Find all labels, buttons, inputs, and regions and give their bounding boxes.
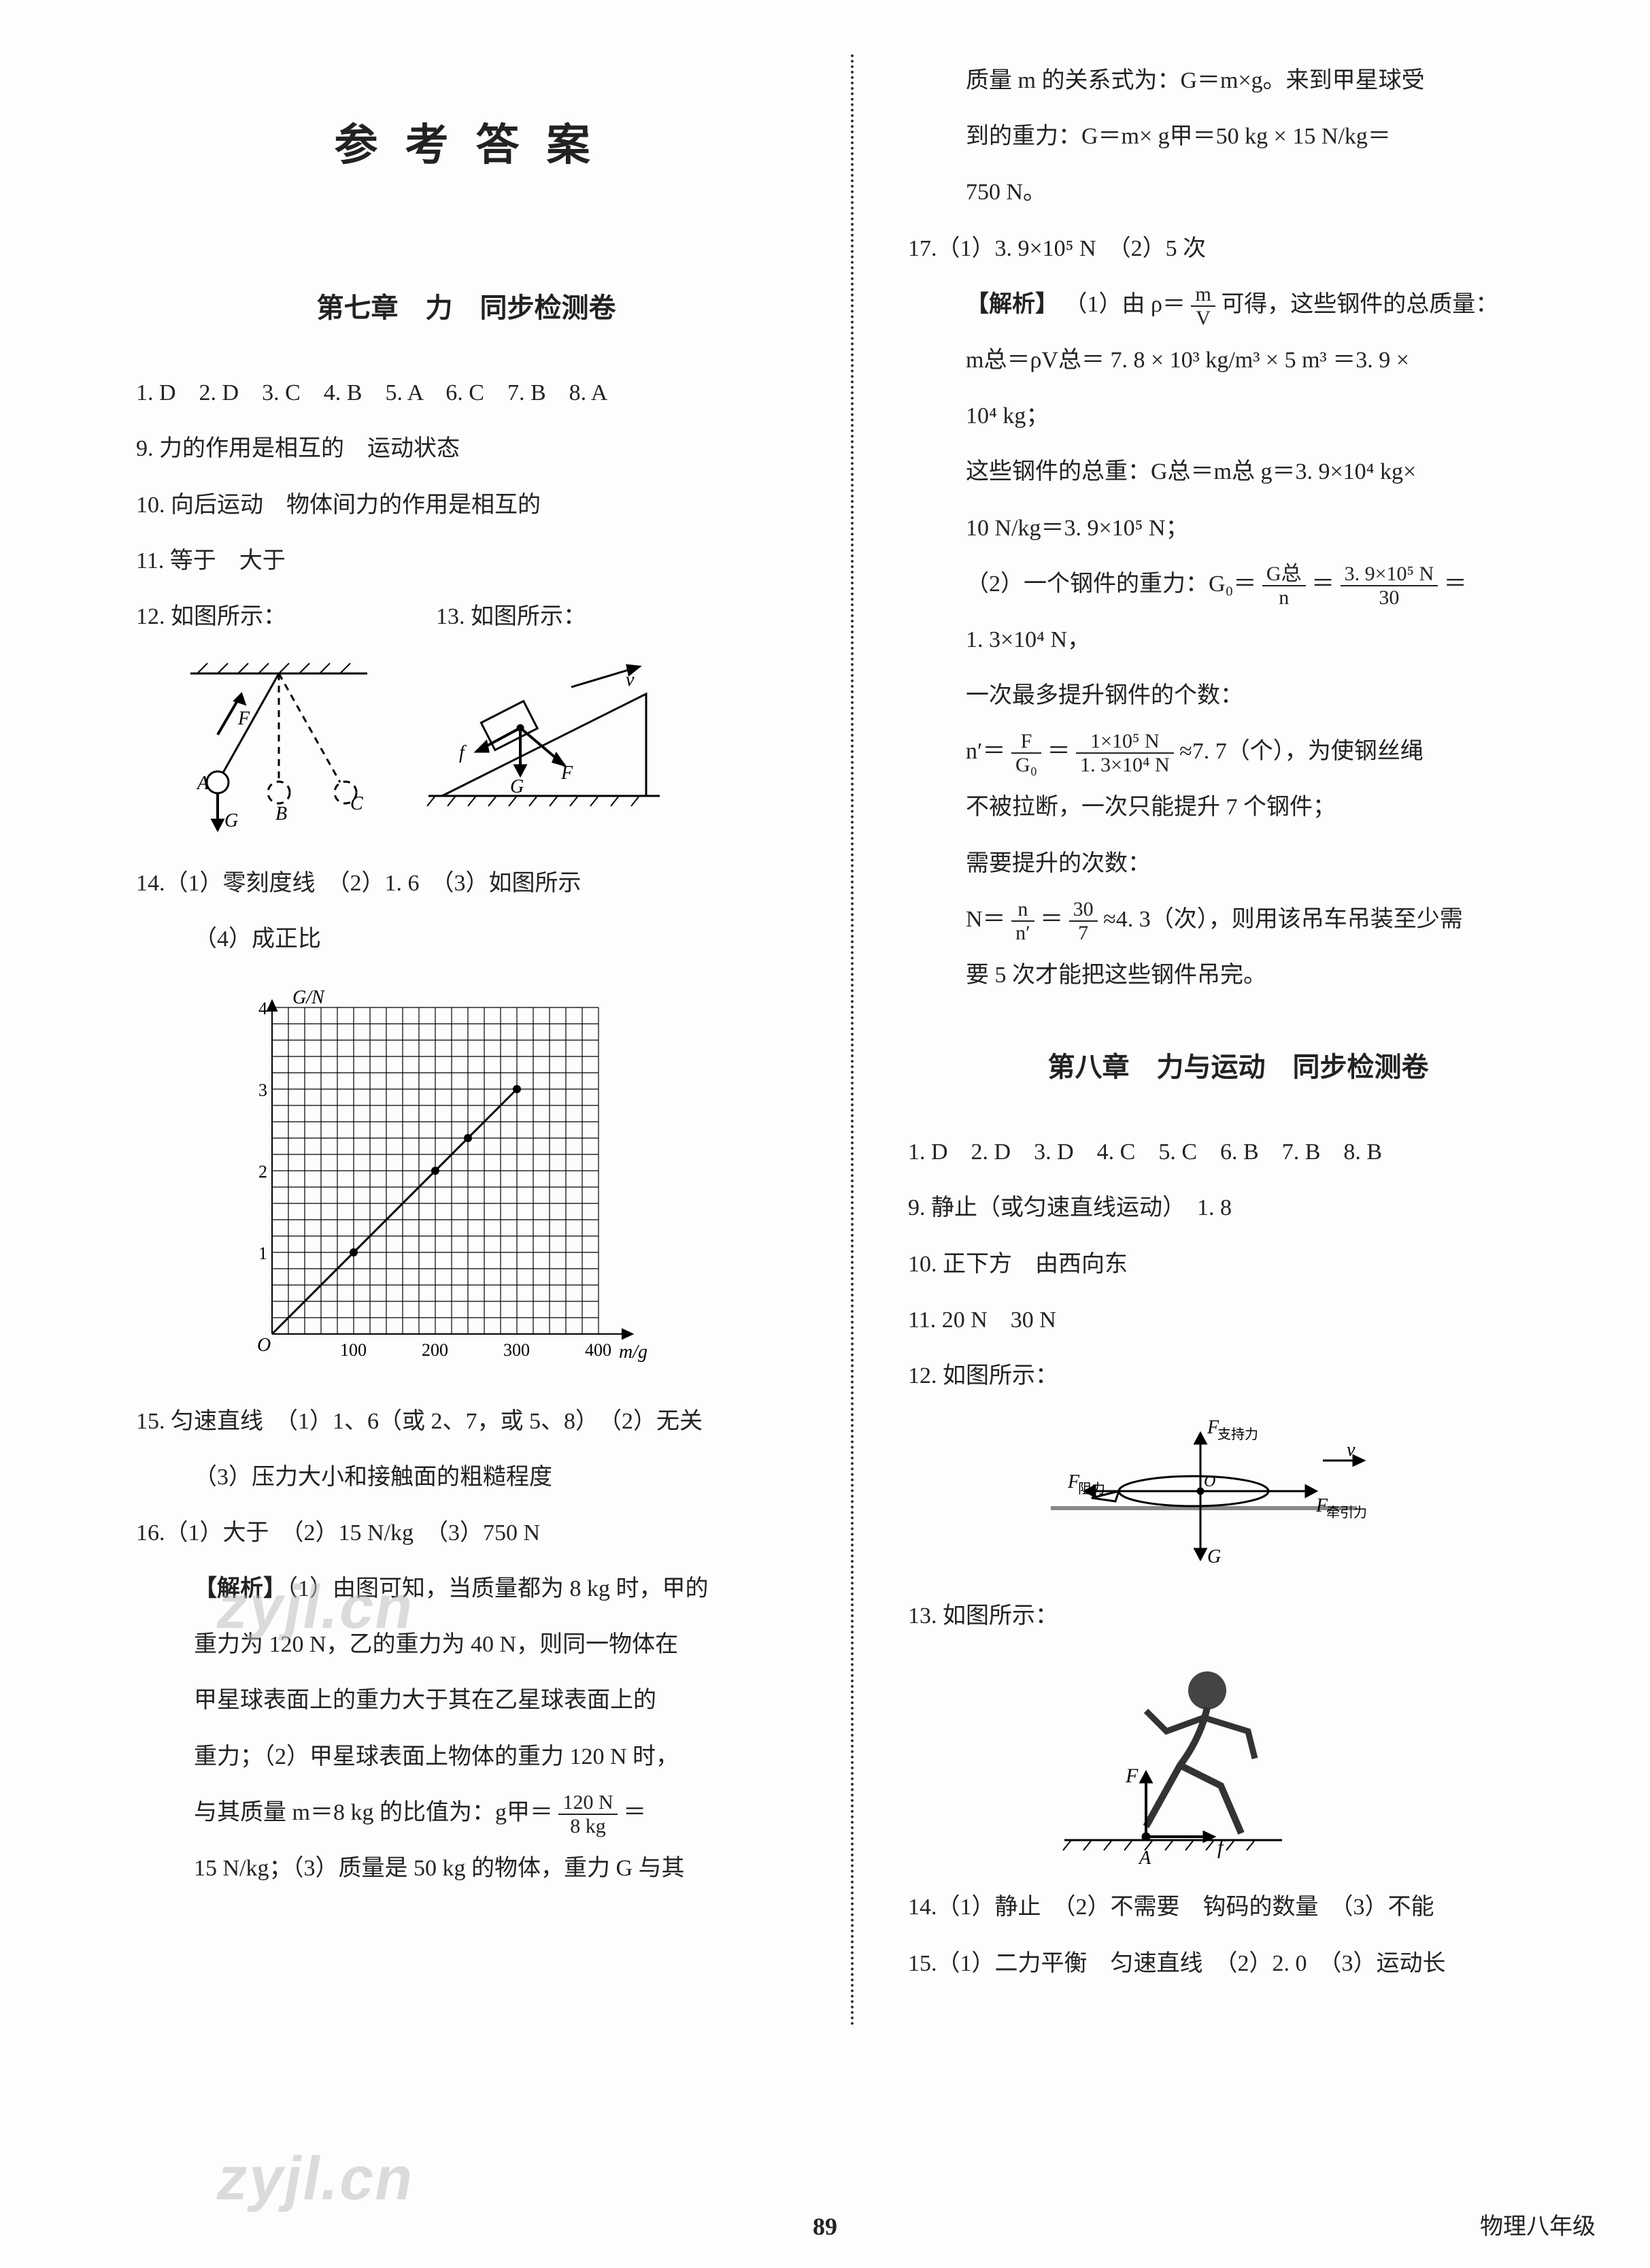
q17-an8: 不被拉断，一次只能提升 7 个钢件； bbox=[908, 781, 1568, 834]
svg-text:200: 200 bbox=[422, 1340, 448, 1360]
q17: 17.（1）3. 9×10⁵ N （2）5 次 bbox=[908, 222, 1568, 276]
figure-ch8-12: O F支持力 F阻力 F牵引力 G v bbox=[1024, 1413, 1568, 1576]
svg-text:F: F bbox=[560, 763, 573, 784]
ch8-q9: 9. 静止（或匀速直线运动） 1. 8 bbox=[908, 1182, 1568, 1235]
q15b: （3）压力大小和接触面的粗糙程度 bbox=[136, 1451, 796, 1504]
svg-text:100: 100 bbox=[340, 1340, 367, 1360]
column-divider bbox=[851, 54, 854, 2027]
r16-1: 质量 m 的关系式为：G＝m×g。来到甲星球受 bbox=[908, 54, 1568, 107]
q12-label: 12. 如图所示： bbox=[136, 590, 286, 644]
q10: 10. 向后运动 物体间力的作用是相互的 bbox=[136, 479, 796, 532]
q14a: 14.（1）零刻度线 （2）1. 6 （3）如图所示 bbox=[136, 857, 796, 910]
svg-text:1: 1 bbox=[258, 1244, 267, 1263]
main-title: 参 考 答 案 bbox=[136, 95, 796, 195]
q16-an4: 重力；（2）甲星球表面上物体的重力 120 N 时， bbox=[136, 1731, 796, 1784]
q16-an6: 15 N/kg；（3）质量是 50 kg 的物体，重力 G 与其 bbox=[136, 1842, 796, 1895]
figures-row: A B C F G bbox=[177, 660, 796, 837]
q17-an10: N＝ nn′ ＝ 307 ≈4. 3（次），则用该吊车吊装至少需 bbox=[908, 893, 1568, 946]
page-number: 89 bbox=[813, 2212, 837, 2241]
q14b: （4）成正比 bbox=[136, 913, 796, 966]
q9: 9. 力的作用是相互的 运动状态 bbox=[136, 422, 796, 476]
ch8-q12: 12. 如图所示： bbox=[908, 1350, 1568, 1403]
svg-text:f: f bbox=[459, 742, 467, 763]
svg-text:m/g: m/g bbox=[619, 1341, 647, 1363]
figure-13: f G F v bbox=[422, 660, 667, 823]
ch8-q13: 13. 如图所示： bbox=[908, 1590, 1568, 1643]
svg-text:3: 3 bbox=[258, 1080, 267, 1100]
svg-text:G: G bbox=[224, 810, 238, 831]
svg-text:4: 4 bbox=[258, 999, 267, 1018]
svg-text:A: A bbox=[196, 773, 209, 794]
r16-3: 750 N。 bbox=[908, 166, 1568, 219]
mc-answers: 1. D 2. D 3. C 4. B 5. A 6. C 7. B 8. A bbox=[136, 367, 796, 420]
svg-text:400: 400 bbox=[585, 1340, 611, 1360]
left-column: 参 考 答 案 第七章 力 同步检测卷 1. D 2. D 3. C 4. B … bbox=[136, 54, 824, 2227]
q17-an4: （2）一个钢件的重力：G₀＝ G总n ＝ 3. 9×10⁵ N30 ＝ bbox=[908, 558, 1568, 611]
svg-text:G/N: G/N bbox=[292, 987, 325, 1008]
q17-an9: 需要提升的次数： bbox=[908, 837, 1568, 890]
chapter8-title: 第八章 力与运动 同步检测卷 bbox=[908, 1036, 1568, 1099]
ch8-q10: 10. 正下方 由西向东 bbox=[908, 1238, 1568, 1291]
ch8-q15: 15.（1）二力平衡 匀速直线 （2）2. 0 （3）运动长 bbox=[908, 1937, 1568, 1990]
ch8-q14: 14.（1）静止 （2）不需要 钩码的数量 （3）不能 bbox=[908, 1881, 1568, 1934]
q17-an7: n′＝ FG₀ ＝ 1×10⁵ N1. 3×10⁴ N ≈7. 7（个），为使钢… bbox=[908, 725, 1568, 778]
svg-text:2: 2 bbox=[258, 1162, 267, 1182]
q17-an1: 【解析】 （1）由 ρ＝ mV 可得，这些钢件的总质量： bbox=[908, 278, 1568, 331]
q11: 11. 等于 大于 bbox=[136, 535, 796, 588]
q17-an3: 这些钢件的总重：G总＝m总 g＝3. 9×10⁴ kg× bbox=[908, 446, 1568, 499]
svg-text:阻力: 阻力 bbox=[1078, 1481, 1105, 1497]
q16-an3: 甲星球表面上的重力大于其在乙星球表面上的 bbox=[136, 1674, 796, 1727]
ch8-q11: 11. 20 N 30 N bbox=[908, 1294, 1568, 1347]
svg-text:C: C bbox=[350, 793, 363, 814]
ch8-mc: 1. D 2. D 3. D 4. C 5. C 6. B 7. B 8. B bbox=[908, 1126, 1568, 1179]
svg-text:300: 300 bbox=[503, 1340, 530, 1360]
svg-text:F: F bbox=[237, 708, 250, 729]
q17-an2: m总＝ρV总＝ 7. 8 × 10³ kg/m³ × 5 m³ ＝3. 9 × bbox=[908, 334, 1568, 387]
svg-text:G: G bbox=[510, 776, 524, 797]
q15a: 15. 匀速直线 （1）1、6（或 2、7，或 5、8） （2）无关 bbox=[136, 1395, 796, 1448]
svg-text:G: G bbox=[1207, 1546, 1221, 1567]
figure-ch8-13: F A f bbox=[1044, 1650, 1568, 1867]
footer-right: 物理八年级 bbox=[1480, 2207, 1596, 2241]
svg-text:O: O bbox=[257, 1335, 271, 1356]
r16-2: 到的重力：G＝m× g甲＝50 kg × 15 N/kg＝ bbox=[908, 110, 1568, 163]
q13-label: 13. 如图所示： bbox=[436, 590, 586, 644]
q17-an11: 要 5 次才能把这些钢件吊完。 bbox=[908, 949, 1568, 1002]
q17-an5: 1. 3×10⁴ N， bbox=[908, 614, 1568, 667]
svg-text:F: F bbox=[1125, 1765, 1139, 1787]
watermark-2: zyjl.cn bbox=[205, 2109, 427, 2250]
right-column: 质量 m 的关系式为：G＝m×g。来到甲星球受 到的重力：G＝m× g甲＝50 … bbox=[881, 54, 1568, 2227]
svg-text:v: v bbox=[1347, 1439, 1356, 1461]
svg-text:牵引力: 牵引力 bbox=[1326, 1505, 1367, 1520]
q16-an5: 与其质量 m＝8 kg 的比值为：g甲＝ 120 N8 kg ＝ bbox=[136, 1786, 796, 1839]
q17-an3b: 10 N/kg＝3. 9×10⁵ N； bbox=[908, 502, 1568, 555]
q17-an6: 一次最多提升钢件的个数： bbox=[908, 669, 1568, 722]
svg-text:A: A bbox=[1138, 1848, 1151, 1867]
chart-gn-mg: G/N m/g O 1 2 3 4 100 200 300 400 bbox=[224, 980, 796, 1375]
svg-text:O: O bbox=[1204, 1473, 1215, 1490]
watermark-1: zyjl.cn bbox=[205, 1537, 427, 1678]
svg-text:v: v bbox=[626, 669, 635, 690]
figure-12: A B C F G bbox=[177, 660, 381, 837]
svg-text:支持力: 支持力 bbox=[1217, 1427, 1258, 1442]
q17-an2b: 10⁴ kg； bbox=[908, 390, 1568, 443]
chapter7-title: 第七章 力 同步检测卷 bbox=[136, 277, 796, 339]
svg-text:B: B bbox=[275, 803, 287, 824]
